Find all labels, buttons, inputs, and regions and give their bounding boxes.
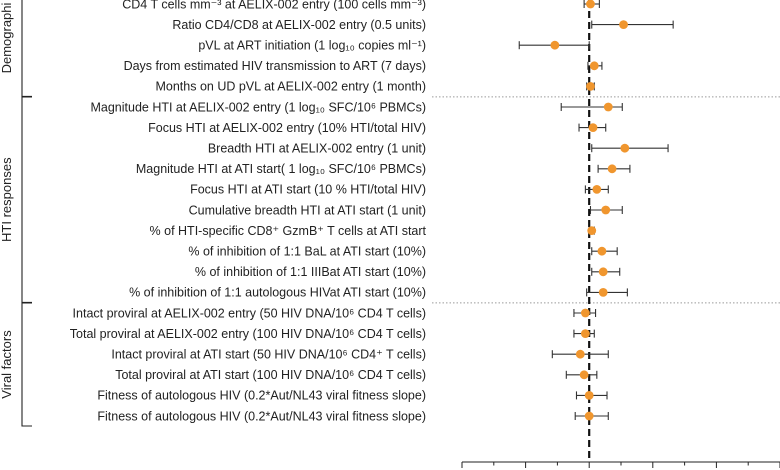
row-label: CD4 T cells mm⁻³ at AELIX-002 entry (100… <box>122 0 426 11</box>
point-estimate-g1-r4 <box>592 185 602 194</box>
row-label: Days from estimated HIV transmission to … <box>124 59 426 73</box>
row-label: Focus HTI at AELIX-002 entry (10% HTI/to… <box>148 121 426 135</box>
point-estimate-g0-r4 <box>586 82 595 91</box>
group-bracket-1 <box>21 96 32 303</box>
point-estimate-g2-r4 <box>584 391 594 400</box>
point-estimate-g2-r3 <box>579 370 589 380</box>
point-estimate-g2-r2 <box>575 349 585 359</box>
x-axis <box>461 461 780 468</box>
point-estimate-g1-r6 <box>587 226 597 236</box>
group-bracket-0 <box>21 0 32 97</box>
row-label: % of HTI-specific CD8⁺ GzmB⁺ T cells at … <box>150 224 427 238</box>
row-label: Intact proviral at AELIX-002 entry (50 H… <box>73 306 426 320</box>
point-estimate-g1-r1 <box>588 123 598 132</box>
row-label: % of inhibition of 1:1 BaL at ATI start … <box>188 245 426 259</box>
row-label: % of inhibition of 1:1 IIIBat ATI start … <box>195 265 426 279</box>
row-label: % of inhibition of 1:1 autologous HIVat … <box>129 286 426 300</box>
row-labels: CD4 T cells mm⁻³ at AELIX-002 entry (100… <box>70 0 427 423</box>
row-label: Cumulative breadth HTI at ATI start (1 u… <box>189 203 426 217</box>
row-label: Focus HTI at ATI start (10 % HTI/total H… <box>190 183 426 197</box>
point-estimate-g2-r1 <box>580 329 590 338</box>
row-label: Total proviral at ATI start (100 HIV DNA… <box>115 368 426 382</box>
point-estimate-g1-r0 <box>603 102 613 112</box>
row-label: Fitness of autologous HIV (0.2*Aut/NL43 … <box>97 389 426 403</box>
point-estimate-g1-r2 <box>620 143 630 153</box>
row-label: Magnitude HTI at ATI start( 1 log₁₀ SFC/… <box>136 162 426 176</box>
point-estimate-g1-r9 <box>598 288 608 297</box>
point-estimate-g0-r2 <box>550 40 560 50</box>
point-estimate-g2-r0 <box>580 308 590 318</box>
point-estimate-g0-r0 <box>586 0 595 9</box>
row-label: Months on UD pVL at AELIX-002 entry (1 m… <box>155 80 426 94</box>
row-label: Total proviral at AELIX-002 entry (100 H… <box>70 327 426 341</box>
group-label-1: HTI responses <box>0 157 14 242</box>
point-estimate-g0-r3 <box>589 61 599 71</box>
point-estimate-g1-r5 <box>601 205 611 215</box>
marks-layer <box>518 0 674 421</box>
row-label: pVL at ART initiation (1 log₁₀ copies ml… <box>198 39 426 53</box>
row-label: Fitness of autologous HIV (0.2*Aut/NL43 … <box>97 409 426 423</box>
row-label: Magnitude HTI at AELIX-002 entry (1 log₁… <box>90 100 426 114</box>
point-estimate-g2-r5 <box>584 411 594 421</box>
row-label: Ratio CD4/CD8 at AELIX-002 entry (0.5 un… <box>172 18 426 32</box>
group-brackets: Demographi HTI responses Viral factors <box>0 0 32 427</box>
point-estimate-g1-r3 <box>607 164 617 174</box>
group-label-2: Viral factors <box>0 330 14 399</box>
group-label-0: Demographi <box>0 2 14 73</box>
row-label: Breadth HTI at AELIX-002 entry (1 unit) <box>208 142 426 156</box>
point-estimate-g1-r8 <box>598 267 608 277</box>
point-estimate-g1-r7 <box>597 246 607 256</box>
group-bracket-2 <box>21 302 32 427</box>
point-estimate-g0-r1 <box>619 20 628 29</box>
row-label: Intact proviral at ATI start (50 HIV DNA… <box>111 348 426 362</box>
